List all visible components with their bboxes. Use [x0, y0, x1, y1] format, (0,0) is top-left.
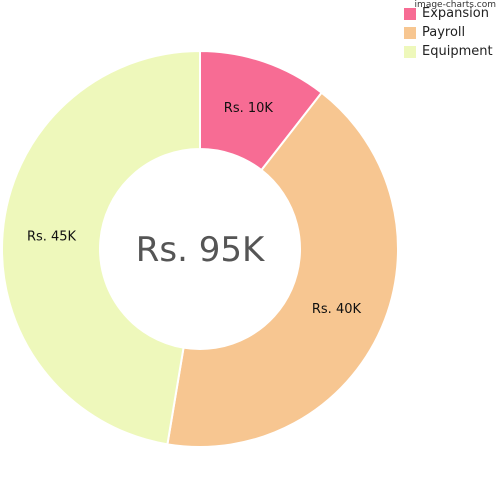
legend-item-equipment: Equipment — [404, 42, 493, 61]
chart-legend: Expansion Payroll Equipment — [404, 4, 493, 61]
legend-label: Expansion — [422, 6, 489, 21]
legend-swatch — [404, 45, 416, 58]
watermark: image-charts.com — [414, 0, 496, 10]
legend-item-payroll: Payroll — [404, 23, 493, 42]
legend-item-expansion: Expansion — [404, 4, 493, 23]
data-label-equipment: Rs. 45K — [27, 230, 77, 245]
slice-payroll — [166, 91, 399, 448]
legend-swatch — [404, 7, 416, 20]
data-label-payroll: Rs. 40K — [312, 302, 362, 317]
data-label-expansion: Rs. 10K — [224, 101, 274, 116]
legend-label: Equipment — [422, 44, 493, 59]
legend-label: Payroll — [422, 25, 466, 40]
slice-equipment — [0, 49, 201, 446]
legend-swatch — [404, 26, 416, 39]
center-total-label: Rs. 95K — [136, 230, 266, 270]
